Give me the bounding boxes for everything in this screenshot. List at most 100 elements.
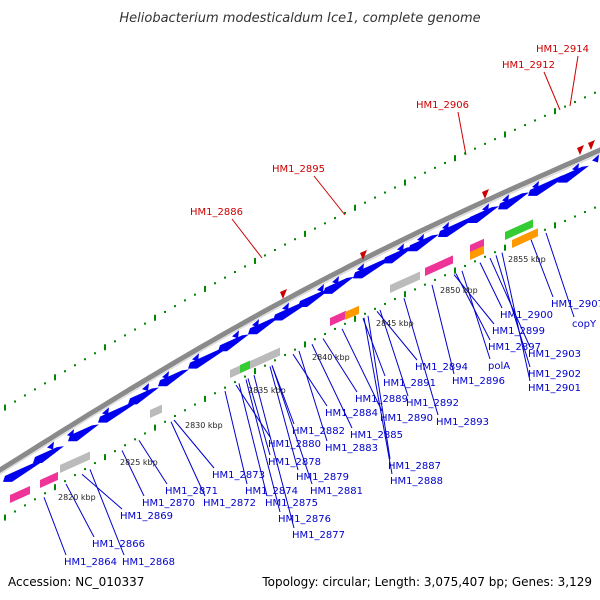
- outer-tick: [564, 105, 566, 108]
- gene-arrow: [98, 401, 139, 423]
- gene-label: HM1_2883: [325, 443, 378, 454]
- inner-tick: [314, 338, 316, 341]
- highlighted-gene-label: HM1_2912: [502, 60, 555, 71]
- gene-label: HM1_2888: [390, 476, 443, 487]
- inner-tick: [44, 492, 46, 495]
- outer-tick: [134, 328, 136, 331]
- inner-tick: [484, 255, 486, 258]
- outer-tick: [464, 152, 466, 155]
- gene-leader: [453, 274, 495, 325]
- outer-tick: [144, 322, 146, 325]
- outer-tick: [414, 176, 416, 179]
- outer-tick: [514, 128, 516, 131]
- outer-tick: [84, 358, 86, 361]
- small-gene-arrow: [332, 276, 339, 285]
- outer-tick: [174, 305, 176, 308]
- inner-tick: [414, 288, 416, 291]
- inner-tick: [544, 228, 546, 231]
- gene-leader: [489, 257, 531, 348]
- gene-label: HM1_2907: [551, 299, 600, 310]
- outer-tick: [444, 161, 446, 164]
- kbp-label: 2845 kbp: [376, 319, 414, 328]
- gene-label: HM1_2875: [265, 498, 318, 509]
- outer-tick: [424, 171, 426, 174]
- highlight-marker: [577, 145, 584, 155]
- inner-tick: [464, 264, 466, 267]
- outer-tick: [364, 201, 366, 204]
- inner-tick: [214, 392, 216, 395]
- gene-arrow: [158, 369, 189, 387]
- gene-arrow: [248, 317, 279, 335]
- gene-leader: [545, 232, 575, 318]
- kbp-label: 2830 kbp: [185, 421, 223, 430]
- inner-tick: [54, 484, 56, 491]
- highlighted-gene-label: HM1_2886: [190, 207, 243, 218]
- gene-label: HM1_2876: [278, 514, 331, 525]
- inner-tick: [584, 211, 586, 214]
- outer-tick: [24, 394, 26, 397]
- inner-tick: [334, 327, 336, 330]
- inner-tick: [154, 424, 156, 431]
- outer-tick: [164, 310, 166, 313]
- outer-tick: [324, 222, 326, 225]
- gene-arrow: [3, 460, 44, 482]
- inner-tick: [364, 312, 366, 315]
- gene-leader: [271, 365, 295, 425]
- inner-tick: [594, 206, 596, 209]
- gene-leader: [322, 338, 358, 393]
- gene-label: HM1_2889: [355, 394, 408, 405]
- gene-label: HM1_2866: [92, 539, 145, 550]
- outer-tick: [294, 238, 296, 241]
- inner-tick: [124, 444, 126, 447]
- inner-tick: [424, 283, 426, 286]
- inner-tick: [14, 510, 16, 513]
- gene-label: HM1_2879: [296, 472, 349, 483]
- highlight-marker: [588, 140, 595, 150]
- outer-tick: [504, 131, 506, 138]
- outer-tick: [304, 230, 306, 237]
- inner-tick: [444, 274, 446, 277]
- inner-tick: [264, 364, 266, 367]
- inner-tick: [564, 219, 566, 222]
- gene-label: HM1_2902: [528, 369, 581, 380]
- inner-tick: [274, 359, 276, 362]
- genome-summary-text: Topology: circular; Length: 3,075,407 bp…: [261, 575, 592, 589]
- outer-tick: [314, 227, 316, 230]
- inner-tick: [174, 415, 176, 418]
- kbp-label: 2820 kbp: [58, 493, 96, 502]
- inner-tick: [114, 450, 116, 453]
- gene-leader: [363, 317, 393, 475]
- outer-tick: [404, 179, 406, 186]
- gene-leader: [89, 469, 125, 556]
- outer-tick: [14, 400, 16, 403]
- feature-block: [330, 310, 346, 326]
- inner-tick: [454, 267, 456, 274]
- gene-label: HM1_2884: [325, 408, 378, 419]
- feature-block: [505, 219, 533, 240]
- outer-tick: [594, 91, 596, 94]
- kbp-label: 2855 kbp: [508, 255, 546, 264]
- gene-label: HM1_2873: [212, 470, 265, 481]
- outer-tick: [214, 282, 216, 285]
- highlight-leader: [313, 175, 346, 216]
- inner-tick: [354, 315, 356, 322]
- inner-tick: [134, 438, 136, 441]
- highlight-leader: [543, 71, 561, 111]
- outer-tick: [244, 265, 246, 268]
- highlighted-gene-labels: HM1_2886 HM1_2895 HM1_2906 HM1_2912 HM1_2914: [190, 44, 589, 218]
- highlight-marker: [360, 250, 367, 260]
- gene-arrow: [33, 446, 64, 464]
- outer-tick: [534, 119, 536, 122]
- outer-tick: [454, 155, 456, 162]
- outer-tick: [54, 374, 56, 381]
- outer-tick: [4, 404, 6, 411]
- gene-label: HM1_2903: [528, 349, 581, 360]
- inner-tick: [494, 251, 496, 254]
- inner-tick: [64, 480, 66, 483]
- accession-text: Accession: NC_010337: [8, 575, 144, 589]
- inner-tick: [184, 409, 186, 412]
- gene-leader: [170, 421, 206, 497]
- inner-tick: [224, 386, 226, 389]
- inner-tick: [34, 498, 36, 501]
- gene-label: copY: [572, 319, 597, 330]
